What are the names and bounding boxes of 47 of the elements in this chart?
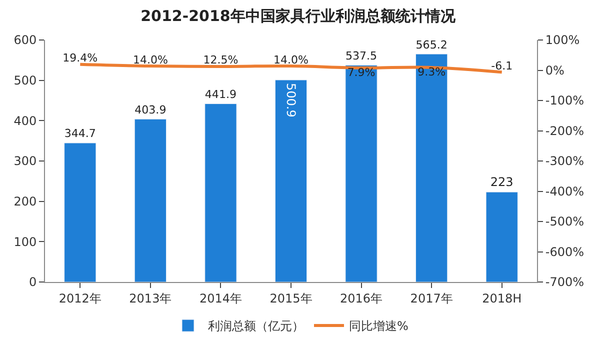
y2-tick-label: 100%: [545, 33, 580, 48]
data-label: 500.9: [284, 82, 298, 118]
x-tick-label: 2017年: [410, 291, 453, 306]
y-tick-label: 100: [14, 234, 37, 249]
bar: [416, 54, 448, 282]
x-tick-label: 2014年: [199, 291, 242, 306]
y2-tick-label: -300%: [545, 154, 584, 168]
y2-tick-label: -600%: [545, 244, 584, 259]
chart-title: 2012-2018年中国家具行业利润总额统计情况: [140, 7, 456, 26]
x-tick-label: 2012年: [58, 291, 102, 306]
bar: [486, 192, 518, 282]
y-tick-label: 200: [14, 194, 37, 209]
bar: [64, 142, 96, 282]
data-label: 537.5: [345, 49, 378, 62]
data-label: 19.4%: [62, 52, 98, 65]
data-label: 441.9: [204, 88, 237, 102]
bar: [274, 80, 308, 282]
bar: [134, 118, 166, 282]
data-label: 344.7: [64, 127, 96, 140]
data-label: 14.0%: [274, 53, 308, 66]
y-tick-label: 600: [14, 33, 37, 48]
y-tick-label: 500: [14, 74, 37, 88]
bar: [345, 64, 378, 282]
y2-tick-label: 0%: [545, 63, 564, 78]
y-tick-label: 300: [14, 154, 37, 168]
data-label: 7.9%: [347, 66, 376, 80]
y2-tick-label: -200%: [545, 124, 584, 138]
data-label: 403.9: [134, 103, 166, 116]
data-label: 9.3%: [418, 66, 446, 79]
y2-tick-label: -100%: [545, 94, 584, 108]
x-tick-label: 2016年: [340, 291, 383, 306]
x-tick-label: 2013年: [129, 291, 172, 306]
x-tick-label: 2015年: [270, 291, 312, 306]
data-label: 12.5%: [203, 54, 238, 67]
y2-tick-label: -400%: [545, 184, 584, 198]
data-label: 565.2: [416, 38, 448, 52]
y-tick-label: 400: [14, 114, 37, 128]
data-label: 14.0%: [132, 53, 168, 66]
data-label: 223: [490, 175, 514, 190]
y-tick-label: 0: [28, 275, 37, 290]
y2-tick-label: -500%: [545, 214, 584, 229]
legend-label: 同比增速%: [349, 319, 408, 334]
bar: [204, 104, 237, 282]
data-label: -6.1: [491, 59, 513, 72]
x-tick-label: 2018H: [482, 291, 522, 306]
y2-tick-label: -700%: [545, 275, 584, 290]
legend-label: 利润总额（亿元）: [208, 319, 304, 334]
